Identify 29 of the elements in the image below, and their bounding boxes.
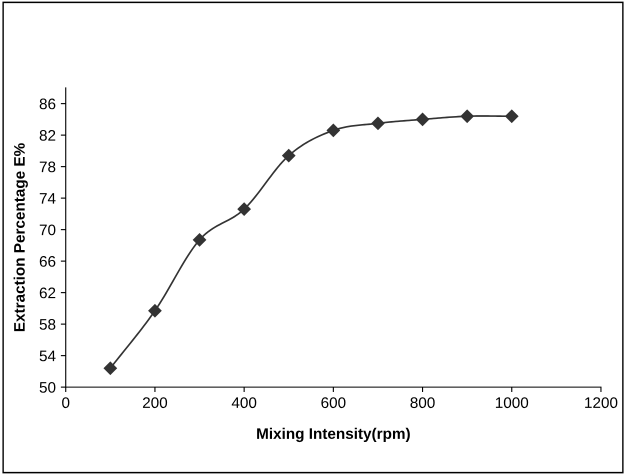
x-axis-title: Mixing Intensity(rpm) — [257, 428, 410, 442]
x-tick-label: 1000 — [496, 397, 528, 408]
point — [416, 112, 430, 126]
y-tick-label: 82 — [40, 130, 56, 141]
point — [460, 110, 474, 123]
y-tick-label: 70 — [40, 224, 56, 236]
y-tick-label: 86 — [40, 98, 56, 110]
y-tick-label: 66 — [40, 256, 56, 267]
x-tick-label: 800 — [410, 397, 435, 408]
y-tick-label: 58 — [40, 318, 56, 330]
y-tick-label: 50 — [40, 382, 56, 393]
point — [326, 124, 340, 137]
x-tick-label: 0 — [62, 397, 70, 408]
x-tick-label: 400 — [232, 397, 256, 408]
y-axis-title: Extraction Percentage E% — [14, 143, 28, 332]
x-tick-label: 200 — [142, 397, 168, 408]
x-tick-label: 600 — [321, 397, 346, 408]
point — [282, 149, 296, 162]
point — [104, 362, 117, 375]
point — [192, 233, 206, 246]
x-tick-label: 1200 — [585, 397, 618, 408]
point — [238, 202, 251, 216]
y-tick-label: 78 — [40, 161, 56, 172]
y-tick-label: 62 — [40, 287, 56, 298]
point — [371, 116, 385, 130]
y-tick-label: 74 — [40, 193, 56, 204]
point — [505, 110, 518, 123]
point — [148, 304, 162, 318]
y-tick-label: 54 — [40, 350, 56, 362]
